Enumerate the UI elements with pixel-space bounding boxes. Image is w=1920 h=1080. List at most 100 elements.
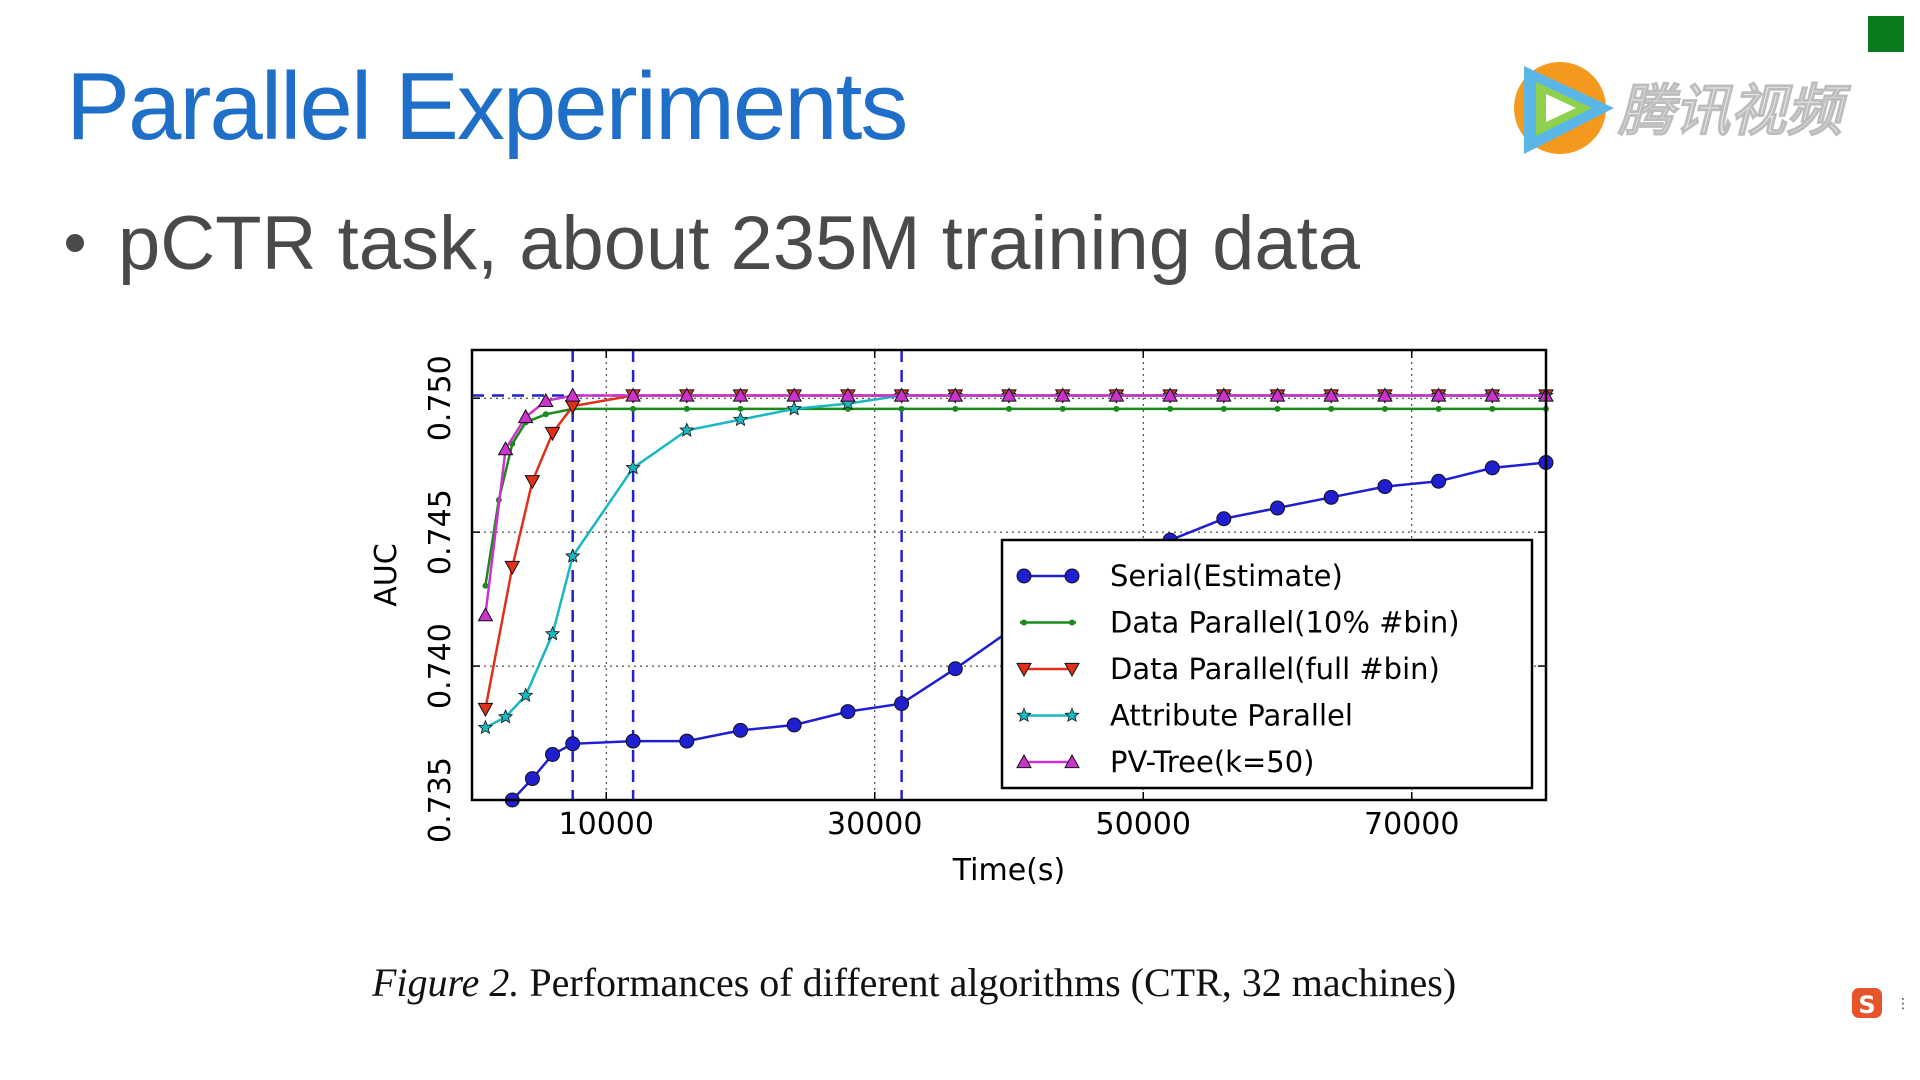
- legend-marker-2: [1016, 662, 1032, 678]
- series-0-point: [1270, 500, 1285, 516]
- series-1-point: [1006, 405, 1012, 412]
- y-tick-label: 0.750: [423, 355, 458, 441]
- legend-label-1: Data Parallel(10% #bin): [1110, 606, 1460, 640]
- series-4-point: [1054, 387, 1071, 402]
- x-tick-label: 50000: [1096, 807, 1191, 842]
- series-line-1: [484, 407, 1546, 586]
- series-4-point: [1430, 387, 1447, 402]
- series-4-point: [893, 387, 910, 402]
- series-1-point: [482, 582, 489, 589]
- series-1-point: [1113, 405, 1120, 412]
- series-0-point: [679, 733, 695, 749]
- series-0-point: [565, 736, 581, 752]
- series-3-point: [544, 625, 561, 641]
- legend-label-0: Serial(Estimate): [1110, 559, 1343, 593]
- legend-marker-3: [1064, 707, 1080, 723]
- auc-chart-svg: 10000 30000 50000 70000 0.735 0.740 0.745 0.750…: [369, 348, 1554, 888]
- series-1-point: [737, 405, 744, 412]
- series-3-point: [564, 548, 581, 563]
- series-4-point: [1162, 387, 1178, 402]
- legend-label-4: PV-Tree(k=50): [1110, 745, 1314, 779]
- series-0-point: [545, 746, 561, 762]
- series-1-point: [630, 405, 637, 412]
- series-1-point: [1381, 405, 1388, 412]
- series-4-point: [1215, 387, 1232, 402]
- x-axis-label: Time(s): [952, 853, 1065, 888]
- svg-text:⋮: ⋮: [1896, 996, 1910, 1012]
- series-2-point: [477, 702, 494, 717]
- legend-marker-1: [1021, 619, 1027, 626]
- chart: 10000 30000 50000 70000 0.735 0.740 0.745 0.750…: [360, 330, 1560, 894]
- series-4-point: [517, 408, 534, 424]
- bullet-item: pCTR task, about 235M training data: [66, 200, 1360, 287]
- y-tick-label: 0.745: [423, 489, 458, 575]
- series-3-point: [625, 459, 641, 475]
- play-logo-icon: 腾讯视频: [1514, 62, 1853, 154]
- series-4-point: [947, 387, 964, 402]
- series-1-point: [1220, 405, 1227, 412]
- series-3-point: [786, 400, 802, 416]
- ime-indicator[interactable]: S ⋮: [1850, 986, 1910, 1026]
- series-1-point: [542, 411, 549, 418]
- legend-label-3: Attribute Parallel: [1110, 699, 1353, 733]
- series-2-point: [504, 560, 521, 575]
- legend-marker-4: [1064, 753, 1080, 769]
- series-4-point: [1269, 387, 1286, 402]
- y-tick-label: 0.740: [423, 623, 458, 709]
- legend-marker-0: [1064, 568, 1080, 584]
- series-1-point: [1435, 405, 1442, 412]
- series-4-point: [537, 392, 554, 407]
- bullet-text: pCTR task, about 235M training data: [118, 201, 1361, 286]
- series-0-point: [947, 661, 963, 677]
- series-4-point: [564, 387, 581, 402]
- series-0-point: [786, 717, 802, 733]
- series-1-point: [1167, 405, 1174, 412]
- series-4-point: [1377, 387, 1393, 402]
- series-2-point: [524, 475, 541, 490]
- series-4-point: [1323, 387, 1340, 402]
- series-3-point: [732, 411, 749, 427]
- series-1-point: [1489, 405, 1496, 412]
- legend-marker-4: [1016, 753, 1032, 769]
- series-1-point: [1328, 405, 1335, 412]
- ime-icon: S ⋮: [1852, 988, 1910, 1019]
- watermark-text: 腾讯视频: [1617, 79, 1852, 144]
- series-3-point: [679, 422, 695, 437]
- series-0-point: [524, 771, 540, 787]
- series-3-point: [497, 708, 514, 724]
- ime-badge: S: [1858, 991, 1875, 1019]
- series-0-point: [1484, 460, 1500, 476]
- series-4-point: [1001, 387, 1017, 402]
- legend-marker-0: [1016, 568, 1032, 584]
- figure-label: Figure 2.: [372, 960, 520, 1005]
- video-watermark: 腾讯视频: [1506, 56, 1866, 170]
- series-1-point: [683, 405, 690, 412]
- series-1-point: [1274, 405, 1281, 412]
- figure-caption: Figure 2. Performances of different algo…: [372, 955, 1547, 1011]
- series-3-point: [517, 687, 534, 703]
- series-0-point: [1323, 489, 1339, 505]
- series-1-point: [898, 405, 905, 412]
- series-3-point: [477, 719, 494, 735]
- x-tick-label: 30000: [827, 807, 922, 842]
- legend-label-2: Data Parallel(full #bin): [1110, 652, 1440, 686]
- slide-title: Parallel Experiments: [66, 53, 908, 160]
- plot-frame: [470, 348, 1548, 802]
- corner-status-square: [1868, 16, 1904, 52]
- series-1-point: [952, 405, 959, 412]
- series-0-point: [625, 733, 641, 749]
- series-4-point: [678, 387, 695, 402]
- series-4-point: [786, 387, 803, 402]
- series-0-point: [1377, 479, 1393, 495]
- legend-marker-3: [1016, 707, 1032, 723]
- figure-caption-text: Performances of different algorithms (CT…: [529, 960, 1457, 1005]
- series-4-point: [497, 441, 514, 456]
- y-axis-label: AUC: [369, 543, 404, 606]
- legend-box: [1000, 538, 1534, 790]
- series-4-point: [477, 607, 494, 622]
- y-tick-label: 0.735: [423, 757, 458, 843]
- series-2-point: [544, 426, 561, 442]
- series-4-point: [1108, 387, 1125, 402]
- series-4-point: [732, 387, 749, 402]
- series-4-point: [625, 387, 641, 402]
